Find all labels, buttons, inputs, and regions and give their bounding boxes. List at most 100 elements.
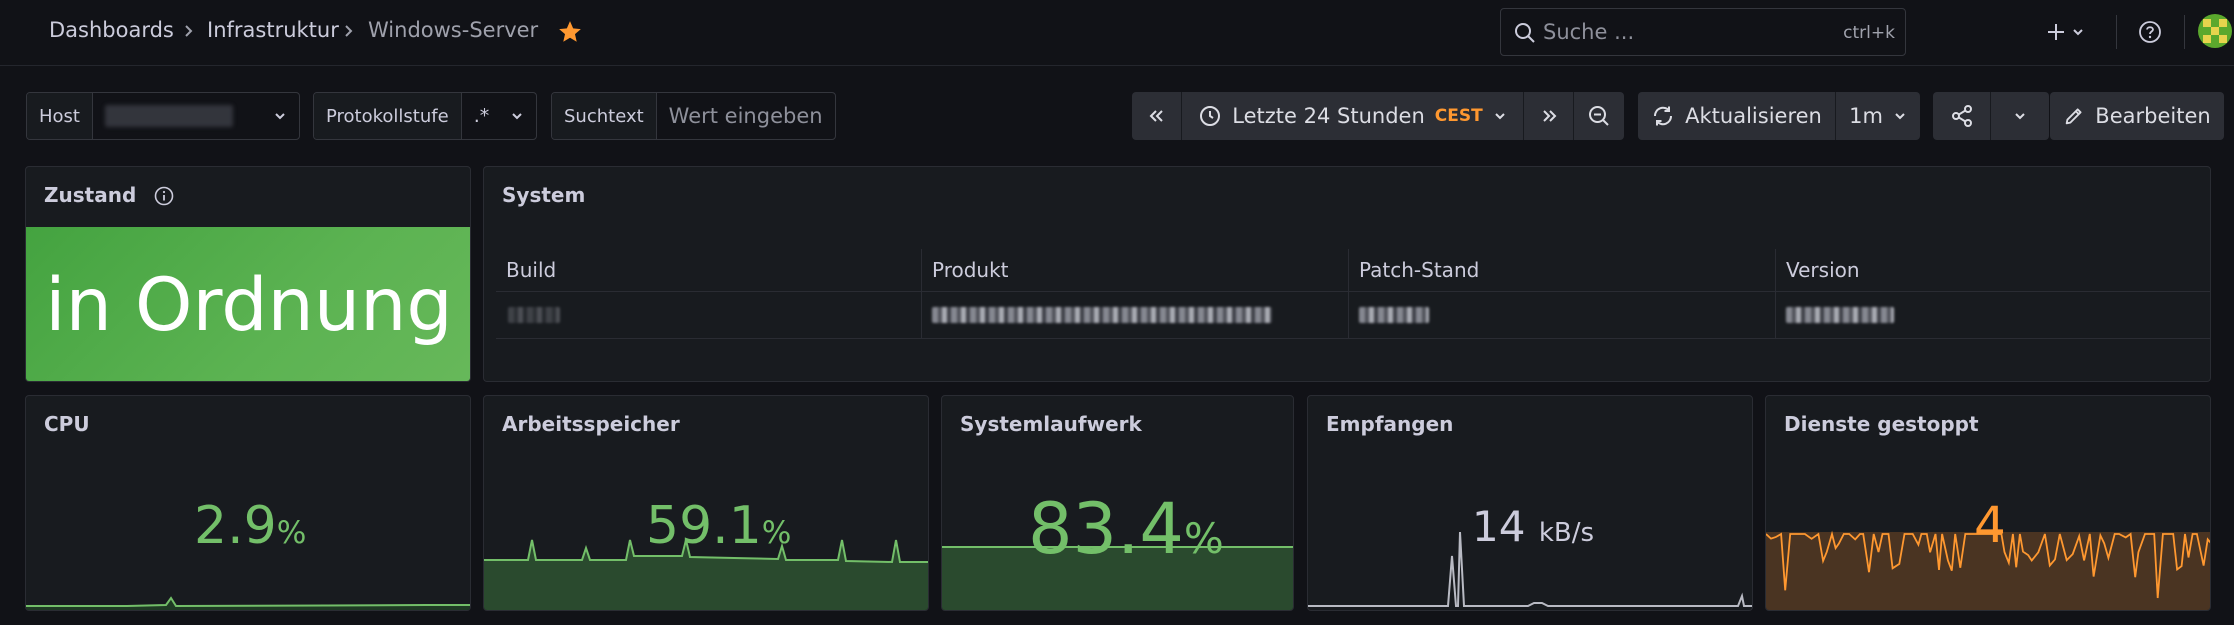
- search-input[interactable]: Suche ... ctrl+k: [1500, 8, 1906, 56]
- refresh-group: Aktualisieren 1m: [1638, 92, 1920, 140]
- disk-value-unit: %: [1183, 514, 1224, 563]
- star-icon[interactable]: [557, 19, 583, 45]
- time-range-picker[interactable]: Letzte 24 Stunden CEST: [1182, 92, 1524, 140]
- panel-cpu: CPU 2.9%: [25, 395, 471, 611]
- zoom-out-icon: [1589, 106, 1609, 126]
- panel-system-title: System: [502, 183, 586, 207]
- cpu-value: 2.9%: [194, 496, 306, 556]
- panel-cpu-title: CPU: [44, 412, 90, 436]
- breadcrumb-infrastruktur[interactable]: Infrastruktur: [207, 18, 339, 42]
- panel-zustand-title: Zustand: [44, 183, 137, 207]
- disk-value-number: 83.4: [1028, 488, 1184, 570]
- refresh-label: Aktualisieren: [1685, 104, 1822, 128]
- chevron-down-icon: [1494, 113, 1505, 120]
- host-select[interactable]: [93, 93, 299, 139]
- services-value: 4: [1974, 496, 2006, 554]
- zustand-status-value: in Ordnung: [45, 262, 453, 348]
- help-icon: [2139, 21, 2161, 43]
- top-nav: Dashboards Infrastruktur Windows-Server …: [0, 0, 2234, 66]
- clock-icon: [1200, 106, 1221, 126]
- panel-systemlaufwerk-title: Systemlaufwerk: [960, 412, 1142, 436]
- redacted-value: [932, 307, 1272, 323]
- memory-value-unit: %: [761, 515, 792, 551]
- pencil-icon: [2066, 108, 2082, 125]
- memory-value-number: 59.1: [646, 496, 762, 556]
- time-shift-forward-button[interactable]: [1524, 92, 1574, 140]
- refresh-button[interactable]: Aktualisieren: [1638, 92, 1836, 140]
- cell-version: [1776, 292, 2210, 338]
- timezone-badge: CEST: [1434, 106, 1483, 126]
- variable-host-label: Host: [27, 93, 93, 139]
- cell-build: [496, 292, 922, 338]
- edit-group: Bearbeiten: [2050, 92, 2224, 140]
- share-menu-button[interactable]: [1991, 92, 2049, 140]
- share-group: [1933, 92, 2049, 140]
- chevron-right-icon: [345, 25, 353, 37]
- memory-sparkline: [484, 539, 928, 610]
- panel-dienste-title: Dienste gestoppt: [1784, 412, 1979, 436]
- refresh-interval-select[interactable]: 1m: [1836, 92, 1920, 140]
- chevron-down-icon: [512, 113, 522, 120]
- host-value-redacted: [104, 105, 233, 127]
- chevrons-left-icon: [1149, 110, 1163, 122]
- panel-system: System Build Produkt Patch-Stand Version: [483, 166, 2211, 382]
- cell-patch-stand: [1349, 292, 1776, 338]
- column-build[interactable]: Build: [496, 249, 922, 291]
- time-shift-back-button[interactable]: [1132, 92, 1182, 140]
- redacted-value: [508, 307, 560, 323]
- variable-protokollstufe: Protokollstufe .*: [313, 92, 537, 140]
- chevron-down-icon: [2015, 113, 2025, 120]
- network-value-unit: kB/s: [1538, 518, 1595, 548]
- search-shortcut: ctrl+k: [1843, 23, 1895, 43]
- time-range-label: Letzte 24 Stunden: [1232, 104, 1425, 128]
- column-produkt[interactable]: Produkt: [922, 249, 1349, 291]
- chevron-down-icon: [2073, 29, 2083, 36]
- zoom-out-button[interactable]: [1574, 92, 1624, 140]
- panel-zustand: Zustand in Ordnung: [25, 166, 471, 382]
- new-button[interactable]: [2040, 14, 2090, 50]
- refresh-icon: [1654, 106, 1673, 126]
- info-icon[interactable]: [153, 185, 175, 207]
- search-icon: [1515, 23, 1535, 43]
- suchtext-input[interactable]: Wert eingeben: [668, 104, 823, 128]
- redacted-value: [1786, 307, 1894, 323]
- network-value-number: 14: [1472, 502, 1526, 551]
- disk-usage-fill: [942, 546, 1293, 610]
- system-table-header: Build Produkt Patch-Stand Version: [496, 249, 2210, 291]
- panel-systemlaufwerk: Systemlaufwerk 83.4%: [941, 395, 1294, 611]
- breadcrumb-dashboards[interactable]: Dashboards: [49, 18, 174, 42]
- panel-arbeitsspeicher: Arbeitsspeicher 59.1%: [483, 395, 929, 611]
- share-button[interactable]: [1933, 92, 1991, 140]
- edit-button[interactable]: Bearbeiten: [2050, 92, 2224, 140]
- search-placeholder: Suche ...: [1543, 20, 1635, 44]
- cpu-sparkline: [26, 596, 470, 610]
- chevrons-right-icon: [1542, 110, 1556, 122]
- plus-icon: [2048, 24, 2064, 40]
- avatar[interactable]: [2198, 14, 2232, 48]
- cpu-value-unit: %: [276, 515, 307, 551]
- redacted-value: [1359, 307, 1429, 323]
- refresh-interval: 1m: [1849, 104, 1883, 128]
- column-version[interactable]: Version: [1786, 258, 1860, 282]
- panel-dienste-gestoppt: Dienste gestoppt 4: [1765, 395, 2211, 611]
- share-icon: [1951, 105, 1972, 127]
- panel-empfangen: Empfangen 14 kB/s: [1307, 395, 1753, 611]
- zustand-status-box: in Ordnung: [26, 227, 470, 381]
- time-picker-group: Letzte 24 Stunden CEST: [1132, 92, 1624, 140]
- column-patch-stand[interactable]: Patch-Stand: [1349, 249, 1776, 291]
- protokollstufe-select[interactable]: .*: [462, 93, 536, 139]
- help-button[interactable]: [2132, 14, 2168, 50]
- panel-empfangen-title: Empfangen: [1326, 412, 1454, 436]
- variable-protokollstufe-label: Protokollstufe: [314, 93, 462, 139]
- memory-value: 59.1%: [646, 496, 791, 556]
- protokollstufe-value: .*: [473, 105, 490, 127]
- table-row: [496, 291, 2210, 339]
- services-sparkline: [1766, 530, 2210, 610]
- network-sparkline: [1308, 531, 1752, 607]
- chevron-right-icon: [185, 25, 193, 37]
- cpu-value-number: 2.9: [194, 496, 277, 556]
- edit-label: Bearbeiten: [2095, 104, 2211, 128]
- variable-suchtext: Suchtext Wert eingeben: [551, 92, 836, 140]
- disk-value: 83.4%: [1028, 488, 1224, 570]
- avatar-identicon-icon: [2203, 19, 2227, 43]
